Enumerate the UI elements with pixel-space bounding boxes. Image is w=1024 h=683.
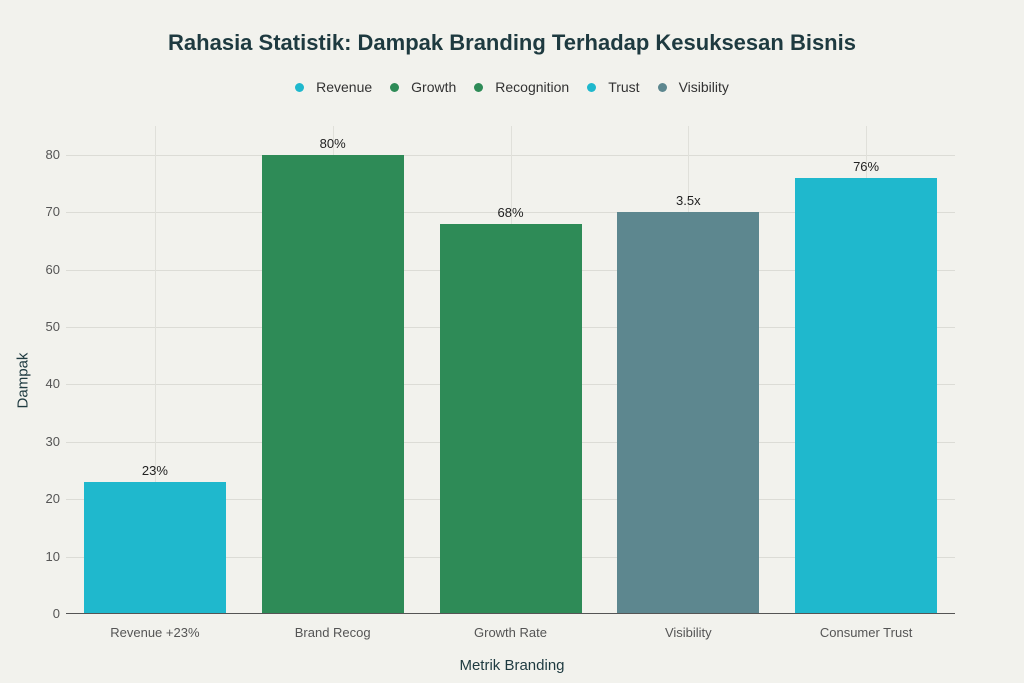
x-tick-label: Revenue +23% bbox=[110, 625, 200, 640]
bar-brand-recog[interactable] bbox=[261, 154, 404, 614]
legend-label: Revenue bbox=[316, 79, 373, 95]
legend-dot-icon bbox=[587, 82, 597, 92]
y-tick-label: 0 bbox=[52, 606, 60, 621]
y-tick-label: 10 bbox=[45, 548, 60, 564]
bar-visibility[interactable] bbox=[617, 212, 760, 614]
bar-revenue-23-[interactable] bbox=[83, 481, 226, 614]
legend-item-growth[interactable]: Growth bbox=[390, 79, 456, 95]
bar-value-label: 76% bbox=[853, 158, 880, 174]
y-tick-label: 20 bbox=[45, 491, 60, 507]
vertical-gridline bbox=[154, 126, 156, 614]
legend: Revenue Growth Recognition Trust Visibil… bbox=[0, 79, 1024, 95]
y-tick-label: 50 bbox=[45, 319, 60, 334]
legend-item-revenue[interactable]: Revenue bbox=[295, 79, 372, 95]
x-axis-line bbox=[66, 613, 955, 614]
chart-title: Rahasia Statistik: Dampak Branding Terha… bbox=[168, 30, 856, 55]
legend-dot-icon bbox=[390, 82, 400, 92]
legend-item-trust[interactable]: Trust bbox=[587, 79, 640, 95]
x-tick-label: Consumer Trust bbox=[819, 625, 913, 640]
legend-label: Visibility bbox=[678, 79, 729, 95]
bar-value-label: 80% bbox=[319, 135, 346, 151]
legend-item-recognition[interactable]: Recognition bbox=[474, 79, 569, 95]
legend-label: Growth bbox=[411, 79, 457, 95]
bar-value-label: 68% bbox=[497, 204, 524, 220]
bar-value-label: 23% bbox=[141, 462, 168, 478]
legend-dot-icon bbox=[474, 82, 484, 92]
x-tick-label: Brand Recog bbox=[294, 625, 371, 640]
x-axis-label: Metrik Branding bbox=[459, 657, 565, 674]
x-tick-label: Growth Rate bbox=[474, 625, 547, 640]
bar-value-label: 3.5x bbox=[676, 193, 701, 209]
legend-dot-icon bbox=[295, 82, 305, 92]
plot-area: 23% 80% 68% 3.5x 76% bbox=[66, 126, 955, 614]
legend-label: Recognition bbox=[495, 79, 570, 95]
bar-growth-rate[interactable] bbox=[439, 223, 582, 614]
legend-dot-icon bbox=[657, 82, 667, 92]
y-tick-label: 60 bbox=[45, 261, 60, 277]
y-tick-label: 40 bbox=[45, 376, 60, 392]
y-tick-label: 80 bbox=[45, 146, 60, 162]
x-tick-label: Visibility bbox=[664, 625, 712, 640]
y-tick-label: 30 bbox=[45, 433, 60, 449]
legend-label: Trust bbox=[608, 79, 640, 95]
bar-consumer-trust[interactable] bbox=[795, 177, 938, 614]
legend-item-visibility[interactable]: Visibility bbox=[657, 79, 729, 95]
y-tick-label: 70 bbox=[45, 204, 60, 220]
